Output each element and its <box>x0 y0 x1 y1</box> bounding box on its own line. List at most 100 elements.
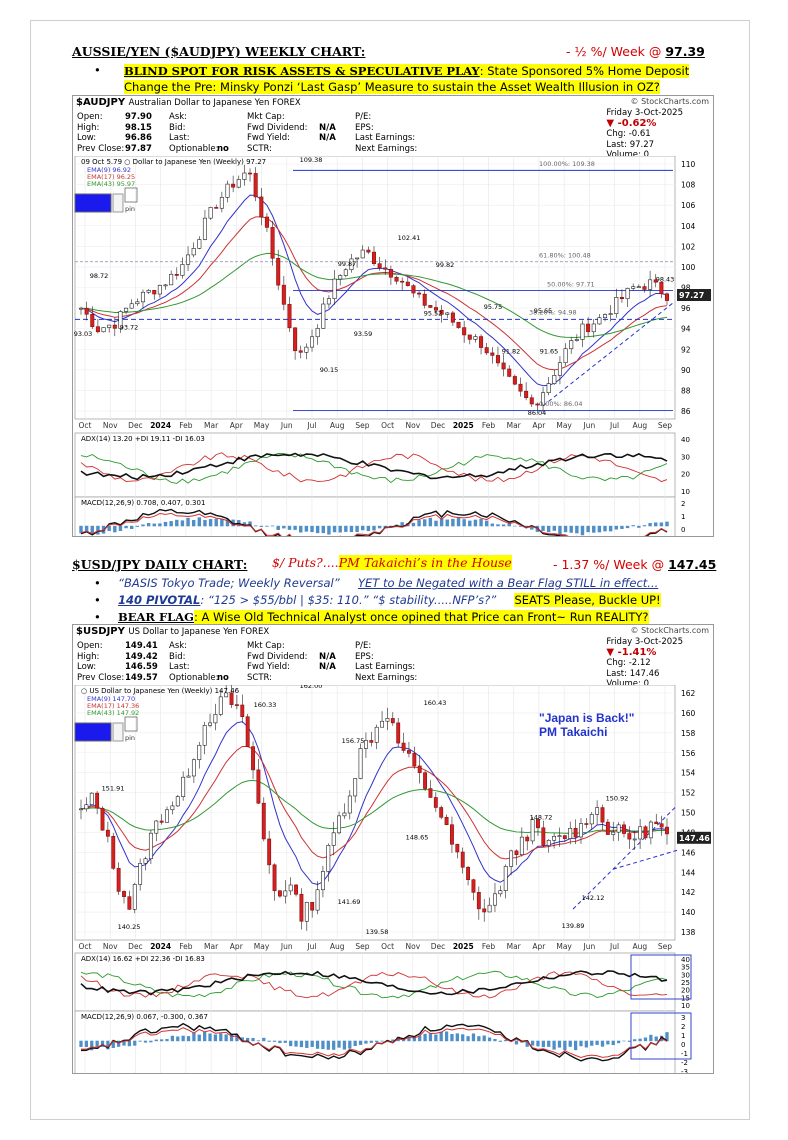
x-tick-label: Apr <box>532 942 546 951</box>
candle-down <box>229 692 234 705</box>
macd-histogram-bar <box>96 525 100 535</box>
candle-up <box>191 759 196 777</box>
candle-down <box>366 249 371 253</box>
price-legend: 09 Oct 5.79 ○ Dollar to Japanese Yen (We… <box>81 158 266 166</box>
macd-histogram-bar <box>214 518 218 527</box>
macd-histogram-bar <box>348 1040 352 1049</box>
macd-histogram-bar <box>616 1040 621 1044</box>
price-label: 142.12 <box>582 894 605 902</box>
x-tick-label: Aug <box>330 421 345 430</box>
ema-line-17 <box>80 216 668 371</box>
price-label: 151.91 <box>102 785 125 793</box>
candle-down <box>401 742 406 751</box>
macd-histogram-bar <box>547 1040 551 1047</box>
macd-histogram-bar <box>654 1036 658 1042</box>
macd-histogram-bar <box>579 1040 583 1047</box>
macd-axis-label: -3 <box>681 1068 688 1073</box>
candle-down <box>369 740 374 743</box>
macd-histogram-bar <box>203 1032 207 1042</box>
x-tick-label: Feb <box>482 942 496 951</box>
candle-down <box>405 281 410 286</box>
macd-histogram-bar <box>625 525 630 529</box>
fib-label: 38.20%: 94.98 <box>529 308 577 316</box>
candle-up <box>218 696 223 715</box>
x-tick-label: Jul <box>306 421 316 430</box>
candle-down <box>400 280 405 283</box>
stat-row: Optionable:no <box>169 672 229 683</box>
macd-histogram-bar <box>627 1040 632 1042</box>
macd-histogram-bar <box>219 1033 223 1042</box>
macd-histogram-bar <box>242 522 247 527</box>
color-swatch-button[interactable] <box>74 193 112 213</box>
candle-up <box>124 307 129 312</box>
candle-down <box>643 826 648 839</box>
candle-down <box>261 802 266 840</box>
ema-line-9 <box>80 194 668 387</box>
x-tick-label: Jul <box>609 942 619 951</box>
ema9-legend: EMA(9) 147.70 <box>87 695 135 703</box>
candle-down <box>240 704 245 718</box>
candle-up <box>380 720 385 728</box>
candle-up <box>225 183 230 198</box>
chart2-chg: Chg: -2.12 <box>606 658 651 668</box>
macd-axis-label: 2 <box>681 1023 685 1031</box>
candle-down <box>501 362 506 370</box>
macd-histogram-bar <box>289 1040 293 1047</box>
macd-histogram-bar <box>191 520 196 527</box>
ema-line-9 <box>80 721 668 885</box>
macd-histogram-bar <box>231 519 235 527</box>
x-tick-label: 2024 <box>150 942 171 951</box>
candle-up <box>648 279 653 290</box>
ema43-legend: EMA(43) 95.97 <box>87 180 135 188</box>
price-axis-label: 160 <box>681 709 696 718</box>
candle-up <box>208 207 213 219</box>
macd-legend: MACD(12,26,9) 0.708, 0.407, 0.301 <box>81 499 205 507</box>
macd-histogram-bar <box>461 1034 465 1042</box>
macd-histogram-bar <box>524 525 528 528</box>
swatch-dropdown-button[interactable] <box>112 722 124 742</box>
macd-histogram-bar <box>389 525 393 527</box>
candle-down <box>371 251 377 264</box>
macd-histogram-bar <box>380 1040 384 1042</box>
macd-axis-label: 2 <box>681 500 685 508</box>
macd-histogram-bar <box>595 1040 599 1045</box>
price-axis-label: 154 <box>681 769 696 778</box>
plus-di-line <box>80 970 668 999</box>
candle-up <box>557 835 562 837</box>
macd-histogram-bar <box>372 525 376 531</box>
macd-histogram-bar <box>149 1040 153 1043</box>
macd-histogram-bar <box>575 525 579 534</box>
macd-histogram-bar <box>332 525 337 533</box>
candle-down <box>294 884 298 895</box>
macd-histogram-bar <box>586 525 590 533</box>
candle-down <box>512 376 517 385</box>
section2-weekly-change: - 1.37 %/ Week @ 147.45 <box>553 557 716 572</box>
candle-down <box>159 820 164 823</box>
stockcharts-watermark: © StockCharts.com <box>630 97 709 106</box>
color-swatch-button[interactable] <box>74 722 112 742</box>
candle-up <box>79 808 83 811</box>
candle-up <box>191 248 196 256</box>
macd-axis-label: -1 <box>681 1050 688 1058</box>
macd-axis-label: -2 <box>681 1059 688 1067</box>
candle-up <box>608 313 613 315</box>
macd-histogram-bar <box>496 524 500 527</box>
macd-histogram-bar <box>580 525 585 536</box>
macd-histogram-bar <box>665 521 669 527</box>
audjpy-chart: $AUDJPY Australian Dollar to Japanese Ye… <box>72 95 714 537</box>
candle-up <box>631 286 636 289</box>
x-tick-label: 2025 <box>453 421 474 430</box>
price-axis-label: 94 <box>681 325 691 334</box>
candle-down <box>417 765 422 773</box>
adx-axis-label: 20 <box>681 471 690 479</box>
adx-axis-label: 20 <box>681 987 690 995</box>
macd-histogram-bar <box>444 1031 449 1042</box>
macd-histogram-bar <box>299 525 303 533</box>
adx-axis-label: 40 <box>681 956 690 964</box>
candle-up <box>597 317 602 325</box>
macd-histogram-bar <box>611 1040 615 1046</box>
macd-histogram-bar <box>525 1040 529 1047</box>
candle-up <box>315 328 320 338</box>
macd-axis-label: 0 <box>681 526 685 534</box>
swatch-dropdown-button[interactable] <box>112 193 124 213</box>
